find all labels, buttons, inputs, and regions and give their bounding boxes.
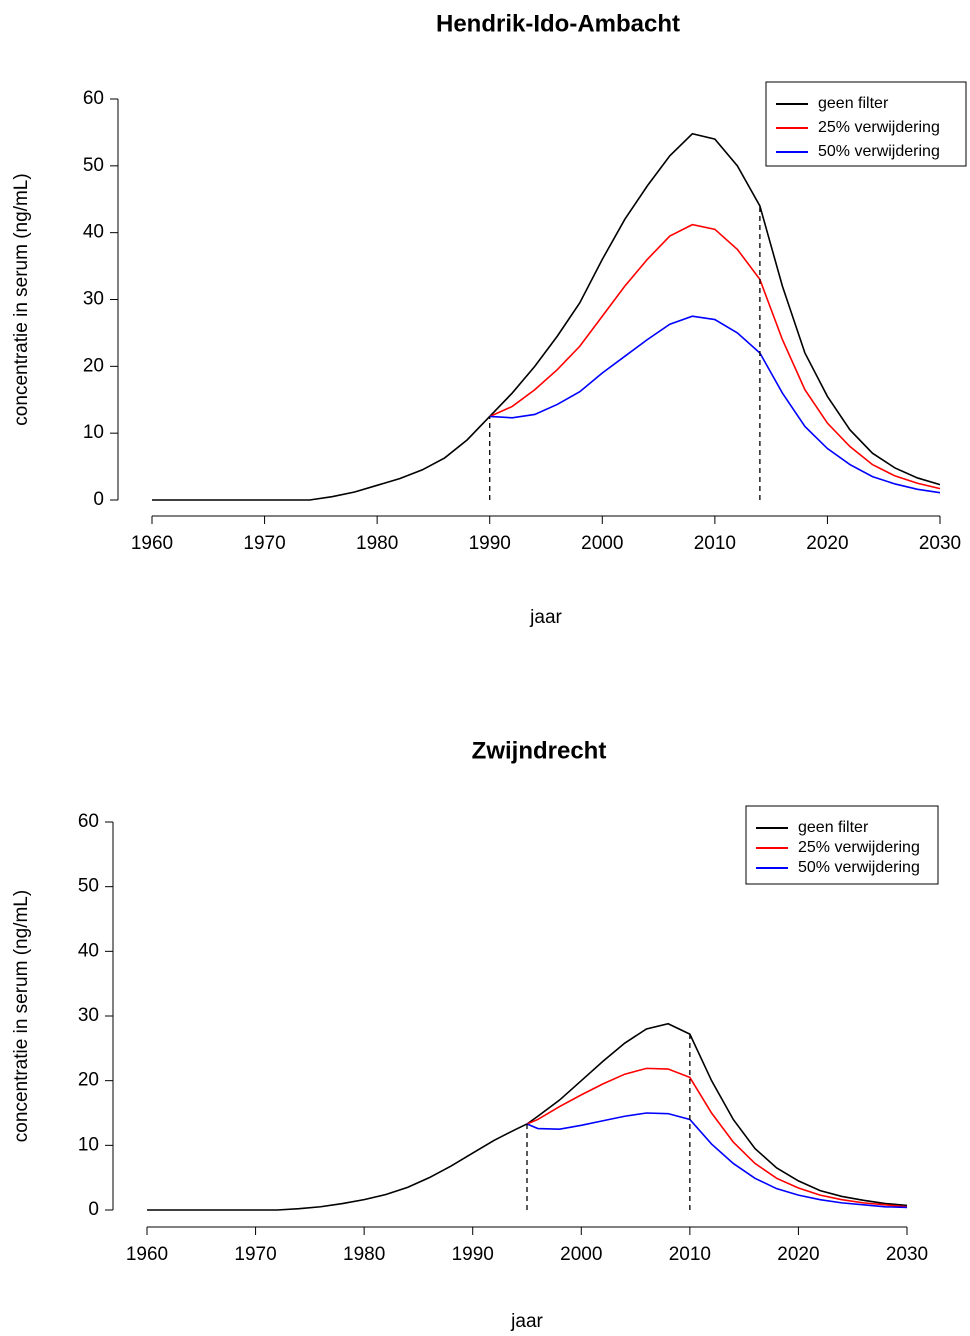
series-line [152, 132, 941, 501]
x-tick-label: 2030 [886, 1244, 928, 1265]
y-tick-label: 40 [78, 940, 99, 961]
x-tick-label: 1960 [131, 533, 173, 554]
x-axis-label: jaar [529, 607, 562, 628]
y-tick-label: 60 [83, 88, 104, 109]
x-tick-label: 2020 [806, 533, 848, 554]
x-tick-label: 2000 [581, 533, 623, 554]
y-axis-label: concentratie in serum (ng/mL) [11, 173, 32, 425]
x-tick-label: 2030 [919, 533, 961, 554]
x-tick-label: 2010 [694, 533, 736, 554]
legend-label: geen filter [798, 819, 869, 836]
series-line [526, 1112, 908, 1209]
chart-title: Zwijndrecht [472, 737, 607, 764]
x-tick-label: 1970 [243, 533, 285, 554]
y-tick-label: 30 [78, 1005, 99, 1026]
x-tick-label: 2010 [669, 1244, 711, 1265]
series-line [489, 315, 941, 494]
x-tick-label: 1970 [234, 1244, 276, 1265]
y-tick-label: 20 [83, 355, 104, 376]
x-axis-label: jaar [510, 1311, 543, 1332]
y-tick-label: 30 [83, 289, 104, 310]
y-tick-label: 10 [83, 422, 104, 443]
y-tick-label: 50 [83, 155, 104, 176]
y-axis-label: concentratie in serum (ng/mL) [11, 890, 32, 1142]
chart-title: Hendrik-Ido-Ambacht [436, 10, 680, 37]
series-line [526, 1067, 908, 1208]
x-tick-label: 1960 [126, 1244, 168, 1265]
x-tick-label: 1990 [469, 533, 511, 554]
legend-label: 50% verwijdering [798, 859, 920, 876]
x-tick-label: 2000 [560, 1244, 602, 1265]
y-tick-label: 10 [78, 1134, 99, 1155]
x-tick-label: 2020 [777, 1244, 819, 1265]
legend-box [745, 805, 939, 885]
legend-label: geen filter [818, 95, 889, 112]
series-line [489, 223, 941, 490]
legend-label: 25% verwijdering [818, 119, 940, 136]
legend-label: 25% verwijdering [798, 839, 920, 856]
y-tick-label: 50 [78, 876, 99, 897]
y-tick-label: 0 [88, 1199, 99, 1220]
y-tick-label: 20 [78, 1070, 99, 1091]
legend-label: 50% verwijdering [818, 143, 940, 160]
y-tick-label: 40 [83, 222, 104, 243]
y-tick-label: 0 [93, 489, 104, 510]
x-tick-label: 1990 [452, 1244, 494, 1265]
y-tick-label: 60 [78, 811, 99, 832]
x-tick-label: 1980 [356, 533, 398, 554]
x-tick-label: 1980 [343, 1244, 385, 1265]
